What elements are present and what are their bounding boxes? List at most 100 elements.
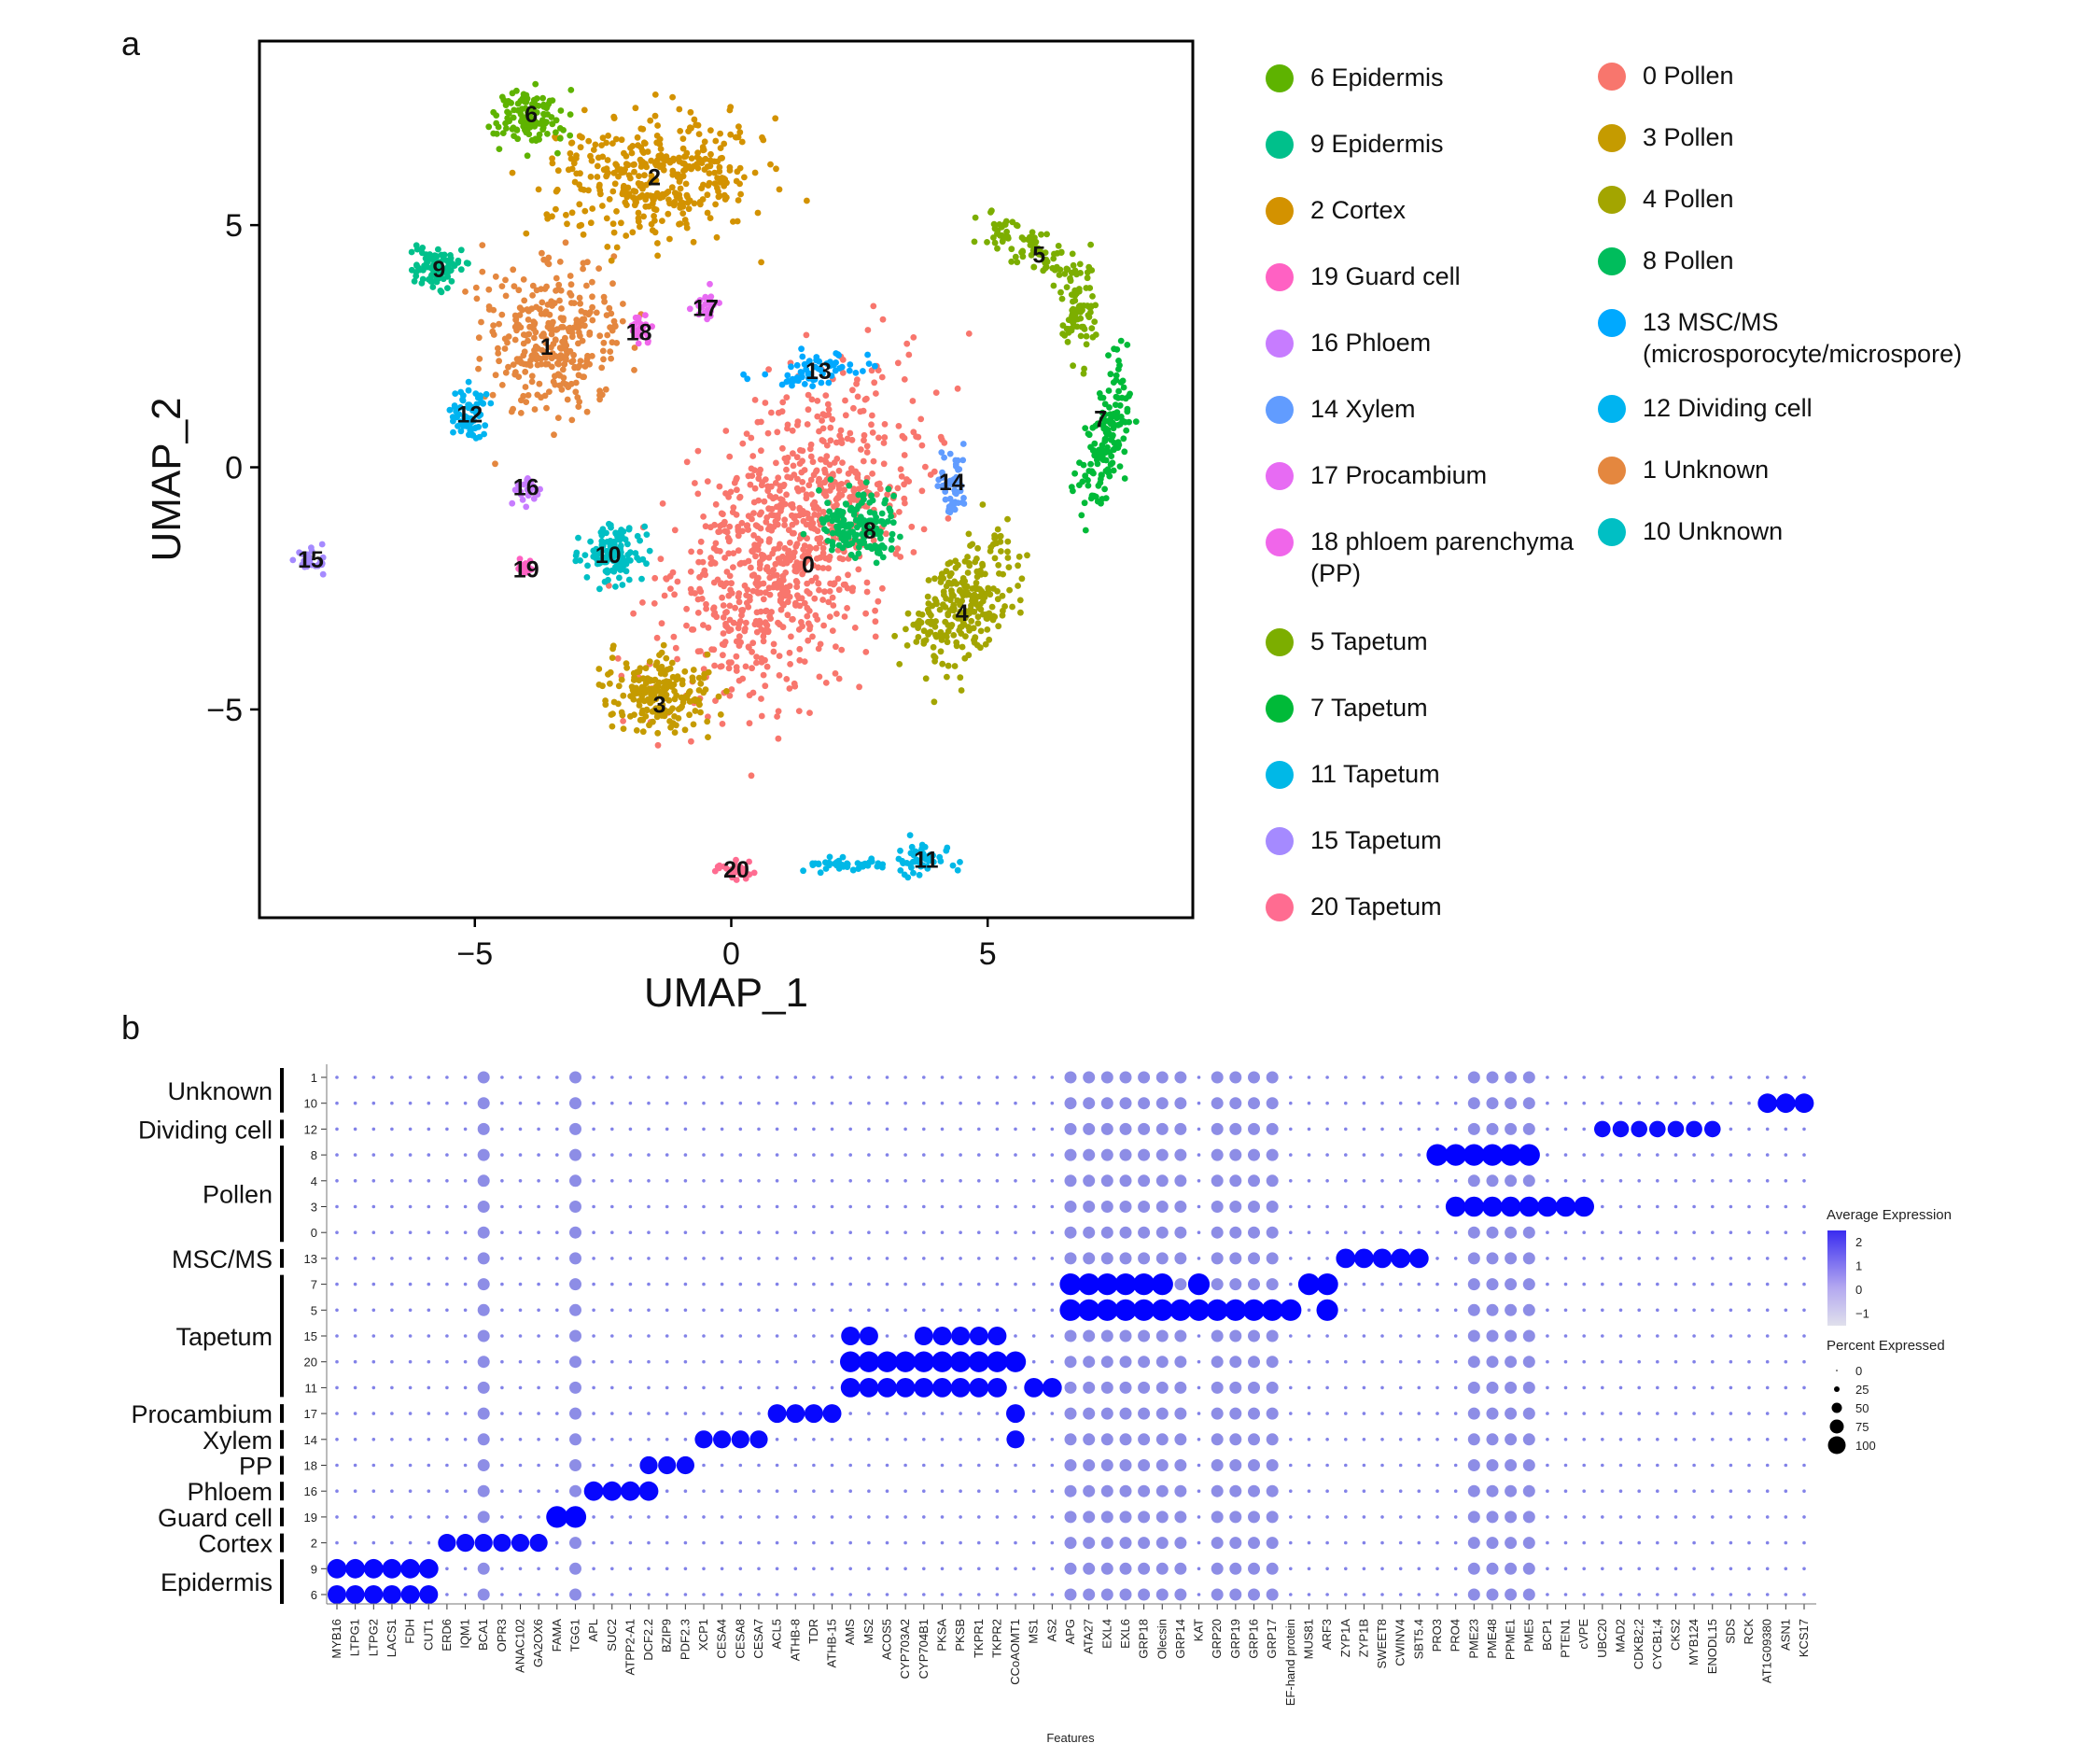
umap-point bbox=[826, 613, 833, 620]
dot bbox=[1362, 1515, 1366, 1519]
umap-point bbox=[1050, 282, 1057, 289]
umap-point bbox=[606, 304, 613, 312]
dot bbox=[1380, 1334, 1384, 1338]
dot bbox=[1522, 1329, 1535, 1342]
umap-point bbox=[768, 512, 775, 518]
umap-point bbox=[798, 345, 805, 353]
dot bbox=[1398, 1540, 1403, 1545]
umap-point bbox=[894, 545, 902, 553]
umap-point bbox=[975, 593, 983, 600]
umap-point bbox=[630, 692, 637, 699]
cluster-label: 8 bbox=[863, 518, 876, 544]
umap-point bbox=[506, 118, 512, 125]
dot bbox=[1289, 1359, 1293, 1364]
dot bbox=[592, 1412, 595, 1415]
umap-point bbox=[627, 712, 634, 720]
dot bbox=[738, 1075, 743, 1079]
dot bbox=[1325, 1179, 1329, 1183]
dot bbox=[738, 1540, 743, 1545]
dot bbox=[353, 1489, 357, 1493]
dot bbox=[848, 1179, 852, 1183]
umap-point bbox=[568, 416, 576, 424]
umap-point bbox=[725, 627, 733, 635]
umap-point bbox=[886, 505, 893, 513]
umap-point bbox=[835, 485, 843, 493]
umap-point bbox=[511, 336, 519, 344]
umap-point bbox=[1080, 461, 1087, 469]
umap-point bbox=[774, 713, 780, 720]
dot bbox=[1325, 1359, 1329, 1364]
dot bbox=[793, 1179, 798, 1183]
umap-point bbox=[751, 485, 759, 492]
umap-point bbox=[735, 526, 742, 533]
dot bbox=[445, 1075, 449, 1079]
umap-point bbox=[748, 465, 755, 472]
dot bbox=[738, 1463, 743, 1468]
dot bbox=[1014, 1101, 1017, 1105]
dot bbox=[867, 1308, 871, 1313]
dot bbox=[1325, 1101, 1329, 1105]
dot bbox=[665, 1127, 669, 1132]
umap-point bbox=[627, 145, 634, 151]
dot bbox=[720, 1282, 724, 1286]
dot bbox=[885, 1282, 889, 1286]
dot bbox=[922, 1179, 926, 1183]
umap-point bbox=[688, 548, 694, 555]
umap-point bbox=[909, 398, 917, 404]
umap-point bbox=[810, 562, 817, 569]
umap-point bbox=[619, 582, 626, 588]
dot bbox=[1435, 1359, 1439, 1364]
dot bbox=[1582, 1489, 1586, 1493]
umap-point bbox=[646, 547, 653, 555]
umap-point bbox=[615, 682, 623, 690]
umap-point bbox=[510, 114, 517, 121]
dot bbox=[1673, 1334, 1678, 1338]
dot bbox=[793, 1489, 798, 1493]
umap-point bbox=[818, 456, 824, 463]
dot bbox=[628, 1463, 633, 1468]
dot bbox=[1601, 1230, 1604, 1234]
umap-point bbox=[1113, 372, 1120, 379]
umap-point bbox=[748, 772, 755, 780]
dot bbox=[1435, 1515, 1439, 1519]
dot bbox=[569, 1097, 581, 1110]
dot bbox=[848, 1127, 852, 1132]
umap-point bbox=[596, 332, 604, 340]
dot bbox=[1765, 1515, 1770, 1519]
umap-point bbox=[611, 180, 619, 188]
umap-point bbox=[700, 674, 707, 682]
dot bbox=[1692, 1385, 1696, 1390]
umap-point bbox=[1097, 479, 1104, 486]
dot bbox=[1784, 1153, 1788, 1157]
umap-point bbox=[534, 391, 541, 399]
dot bbox=[1522, 1122, 1535, 1135]
umap-point bbox=[494, 131, 500, 137]
dot bbox=[1050, 1593, 1055, 1596]
dot bbox=[555, 1412, 559, 1415]
umap-point bbox=[872, 618, 879, 625]
dot bbox=[840, 1351, 861, 1372]
umap-point bbox=[862, 649, 870, 655]
dot bbox=[1486, 1484, 1499, 1497]
umap-point bbox=[753, 654, 760, 660]
umap-point bbox=[956, 626, 963, 634]
dot bbox=[1453, 1127, 1458, 1132]
dot bbox=[647, 1359, 651, 1364]
umap-point bbox=[866, 499, 874, 506]
dot bbox=[335, 1412, 339, 1415]
umap-point bbox=[490, 331, 497, 338]
dot bbox=[1266, 1511, 1279, 1524]
dot bbox=[1100, 1097, 1113, 1110]
dot bbox=[1100, 1588, 1113, 1601]
umap-point bbox=[733, 668, 740, 674]
umap-point bbox=[696, 573, 703, 581]
cluster-label: 4 bbox=[956, 600, 969, 626]
dot bbox=[518, 1463, 523, 1468]
umap-point bbox=[608, 257, 615, 264]
dot bbox=[1248, 1201, 1260, 1213]
umap-point bbox=[734, 168, 741, 176]
umap-point bbox=[827, 437, 834, 444]
dot bbox=[1119, 1174, 1132, 1188]
umap-point bbox=[674, 674, 681, 681]
umap-point bbox=[838, 512, 846, 519]
